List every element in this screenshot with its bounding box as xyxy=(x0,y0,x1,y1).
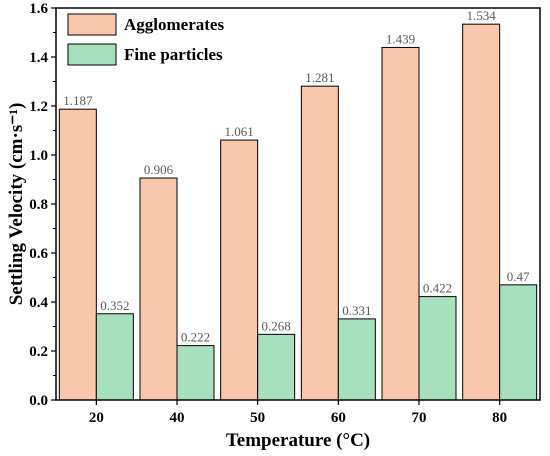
data-label: 0.268 xyxy=(262,318,291,333)
legend: Agglomerates Fine particles xyxy=(67,13,224,66)
data-label: 1.281 xyxy=(305,70,334,85)
x-tick-label: 20 xyxy=(89,410,104,426)
data-label: 0.222 xyxy=(181,330,210,345)
bar-fine-particles xyxy=(257,333,296,401)
data-label: 0.47 xyxy=(507,269,530,284)
data-label: 0.422 xyxy=(423,281,452,296)
data-label: 1.534 xyxy=(467,8,497,23)
y-tick-label: 0.6 xyxy=(29,246,48,262)
plot-area: 1.187 0.352 0.906 0.222 1.061 0.268 1.281 0.331… xyxy=(58,8,538,401)
y-tick-label: 0.8 xyxy=(29,197,48,213)
y-tick-label: 1.6 xyxy=(29,1,48,17)
y-tick-label: 0.2 xyxy=(29,344,48,360)
y-tick-label: 1.0 xyxy=(29,148,48,164)
x-tick-label: 50 xyxy=(250,410,265,426)
bar-fine-particles xyxy=(499,284,538,401)
y-tick-label: 1.4 xyxy=(29,50,48,66)
data-label: 1.439 xyxy=(386,31,415,46)
axes: 20 40 50 60 70 80 0.0 0.2 0.4 0.6 0.8 1.0 1.2 1.4 1.6 xyxy=(29,1,507,426)
x-tick-label: 80 xyxy=(492,410,507,426)
bar-fine-particles xyxy=(337,318,376,401)
y-axis-title: Settling Velocity (cm·s⁻¹) xyxy=(6,103,27,306)
bar-fine-particles xyxy=(418,296,457,401)
x-tick-label: 70 xyxy=(412,410,427,426)
bar-agglomerates xyxy=(381,46,420,401)
data-label: 0.906 xyxy=(144,162,174,177)
legend-label: Fine particles xyxy=(124,45,223,64)
x-tick-label: 60 xyxy=(331,410,346,426)
bar-agglomerates xyxy=(139,177,178,401)
bar-fine-particles xyxy=(176,345,215,401)
data-label: 0.352 xyxy=(100,298,129,313)
bar-fine-particles xyxy=(95,313,134,401)
bar-agglomerates xyxy=(220,139,259,401)
legend-swatch xyxy=(67,13,117,36)
y-tick-label: 0.4 xyxy=(29,295,48,311)
y-tick-label: 0.0 xyxy=(29,393,48,409)
bar-agglomerates xyxy=(300,85,339,401)
data-label: 1.061 xyxy=(225,124,254,139)
legend-label: Agglomerates xyxy=(124,15,224,34)
bar-agglomerates xyxy=(462,23,501,401)
data-label: 1.187 xyxy=(63,93,93,108)
x-tick-label: 40 xyxy=(170,410,185,426)
bar-agglomerates xyxy=(58,108,97,401)
y-tick-label: 1.2 xyxy=(29,99,48,115)
x-axis-title: Temperature (°C) xyxy=(226,430,370,451)
data-label: 0.331 xyxy=(342,303,371,318)
legend-swatch xyxy=(67,43,117,66)
